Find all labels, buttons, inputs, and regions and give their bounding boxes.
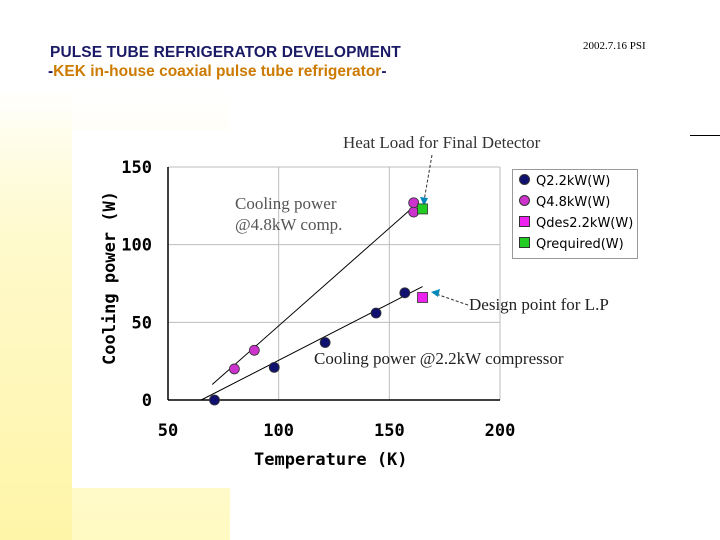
y-tick-label-0: 0	[142, 391, 152, 411]
legend-label-q48: Q4.8kW(W)	[536, 195, 611, 210]
subtitle-suffix: -	[381, 63, 387, 80]
arrow-heat-load-shaft	[423, 154, 433, 202]
page-title: PULSE TUBE REFRIGERATOR DEVELOPMENT	[50, 44, 401, 61]
data-point-s0-3	[370, 307, 382, 319]
subtitle-prefix: -	[48, 63, 54, 80]
data-point-s0-0	[209, 394, 220, 406]
plot-panel	[72, 130, 542, 488]
annotation-design-point: Design point for L.P	[469, 295, 609, 314]
legend-label-qreq: Qrequired(W)	[536, 237, 624, 252]
annotation-cooling-22: Cooling power @2.2kW compressor	[314, 349, 564, 368]
fit-line-1	[211, 202, 419, 385]
x-tick-label-3: 200	[485, 421, 516, 441]
date-code: 2002.7.16 PSI	[583, 40, 646, 52]
x-tick-label-2: 150	[374, 421, 405, 441]
annotation-cooling-48: Cooling power @4.8kW comp.	[235, 193, 342, 235]
corner-rule	[690, 135, 720, 136]
data-point-s0-4	[399, 287, 411, 299]
legend-item-qreq: Qrequired(W)	[519, 237, 624, 253]
annotation-cooling-48-line1: Cooling power	[235, 194, 337, 213]
legend-marker-q48	[519, 195, 530, 206]
data-point-s1-0	[228, 363, 240, 375]
data-point-s0-2	[319, 337, 331, 348]
legend-item-q48: Q4.8kW(W)	[519, 195, 610, 211]
chart-legend: Q2.2kW(W) Q4.8kW(W) Qdes2.2kW(W) Qrequir…	[512, 169, 638, 259]
fit-line-0	[200, 286, 423, 401]
arrow-design-point-shaft	[435, 293, 469, 306]
y-axis-title: Cooling power (W)	[100, 191, 120, 365]
subtitle-main: KEK in-house coaxial pulse tube refriger…	[53, 63, 382, 80]
x-tick-label-0: 50	[158, 421, 178, 441]
legend-item-q22: Q2.2kW(W)	[519, 174, 610, 190]
data-point-s1-3	[408, 197, 420, 209]
annotation-cooling-48-line2: @4.8kW comp.	[235, 215, 343, 234]
y-tick-label-2: 100	[121, 236, 152, 256]
y-tick-label-1: 50	[132, 313, 152, 333]
data-point-s3-0	[417, 203, 428, 215]
data-point-s2-0	[417, 292, 428, 303]
arrow-design-point-head	[431, 289, 440, 297]
x-axis-title: Temperature (K)	[254, 450, 408, 470]
legend-label-q22: Q2.2kW(W)	[536, 174, 611, 189]
annotation-heat-load: Heat Load for Final Detector	[343, 133, 541, 152]
legend-marker-qdes	[519, 216, 530, 227]
data-point-s0-1	[268, 361, 280, 373]
legend-item-qdes: Qdes2.2kW(W)	[519, 216, 633, 232]
legend-marker-q22	[519, 174, 530, 185]
legend-marker-qreq	[519, 237, 530, 248]
legend-label-qdes: Qdes2.2kW(W)	[536, 216, 634, 231]
y-tick-label-3: 150	[121, 158, 152, 178]
page-subtitle: -KEK in-house coaxial pulse tube refrige…	[48, 63, 387, 81]
x-tick-label-1: 100	[263, 421, 294, 441]
arrow-heat-load-head	[420, 197, 428, 206]
background-strip	[0, 90, 72, 540]
data-point-s1-1	[248, 344, 260, 356]
